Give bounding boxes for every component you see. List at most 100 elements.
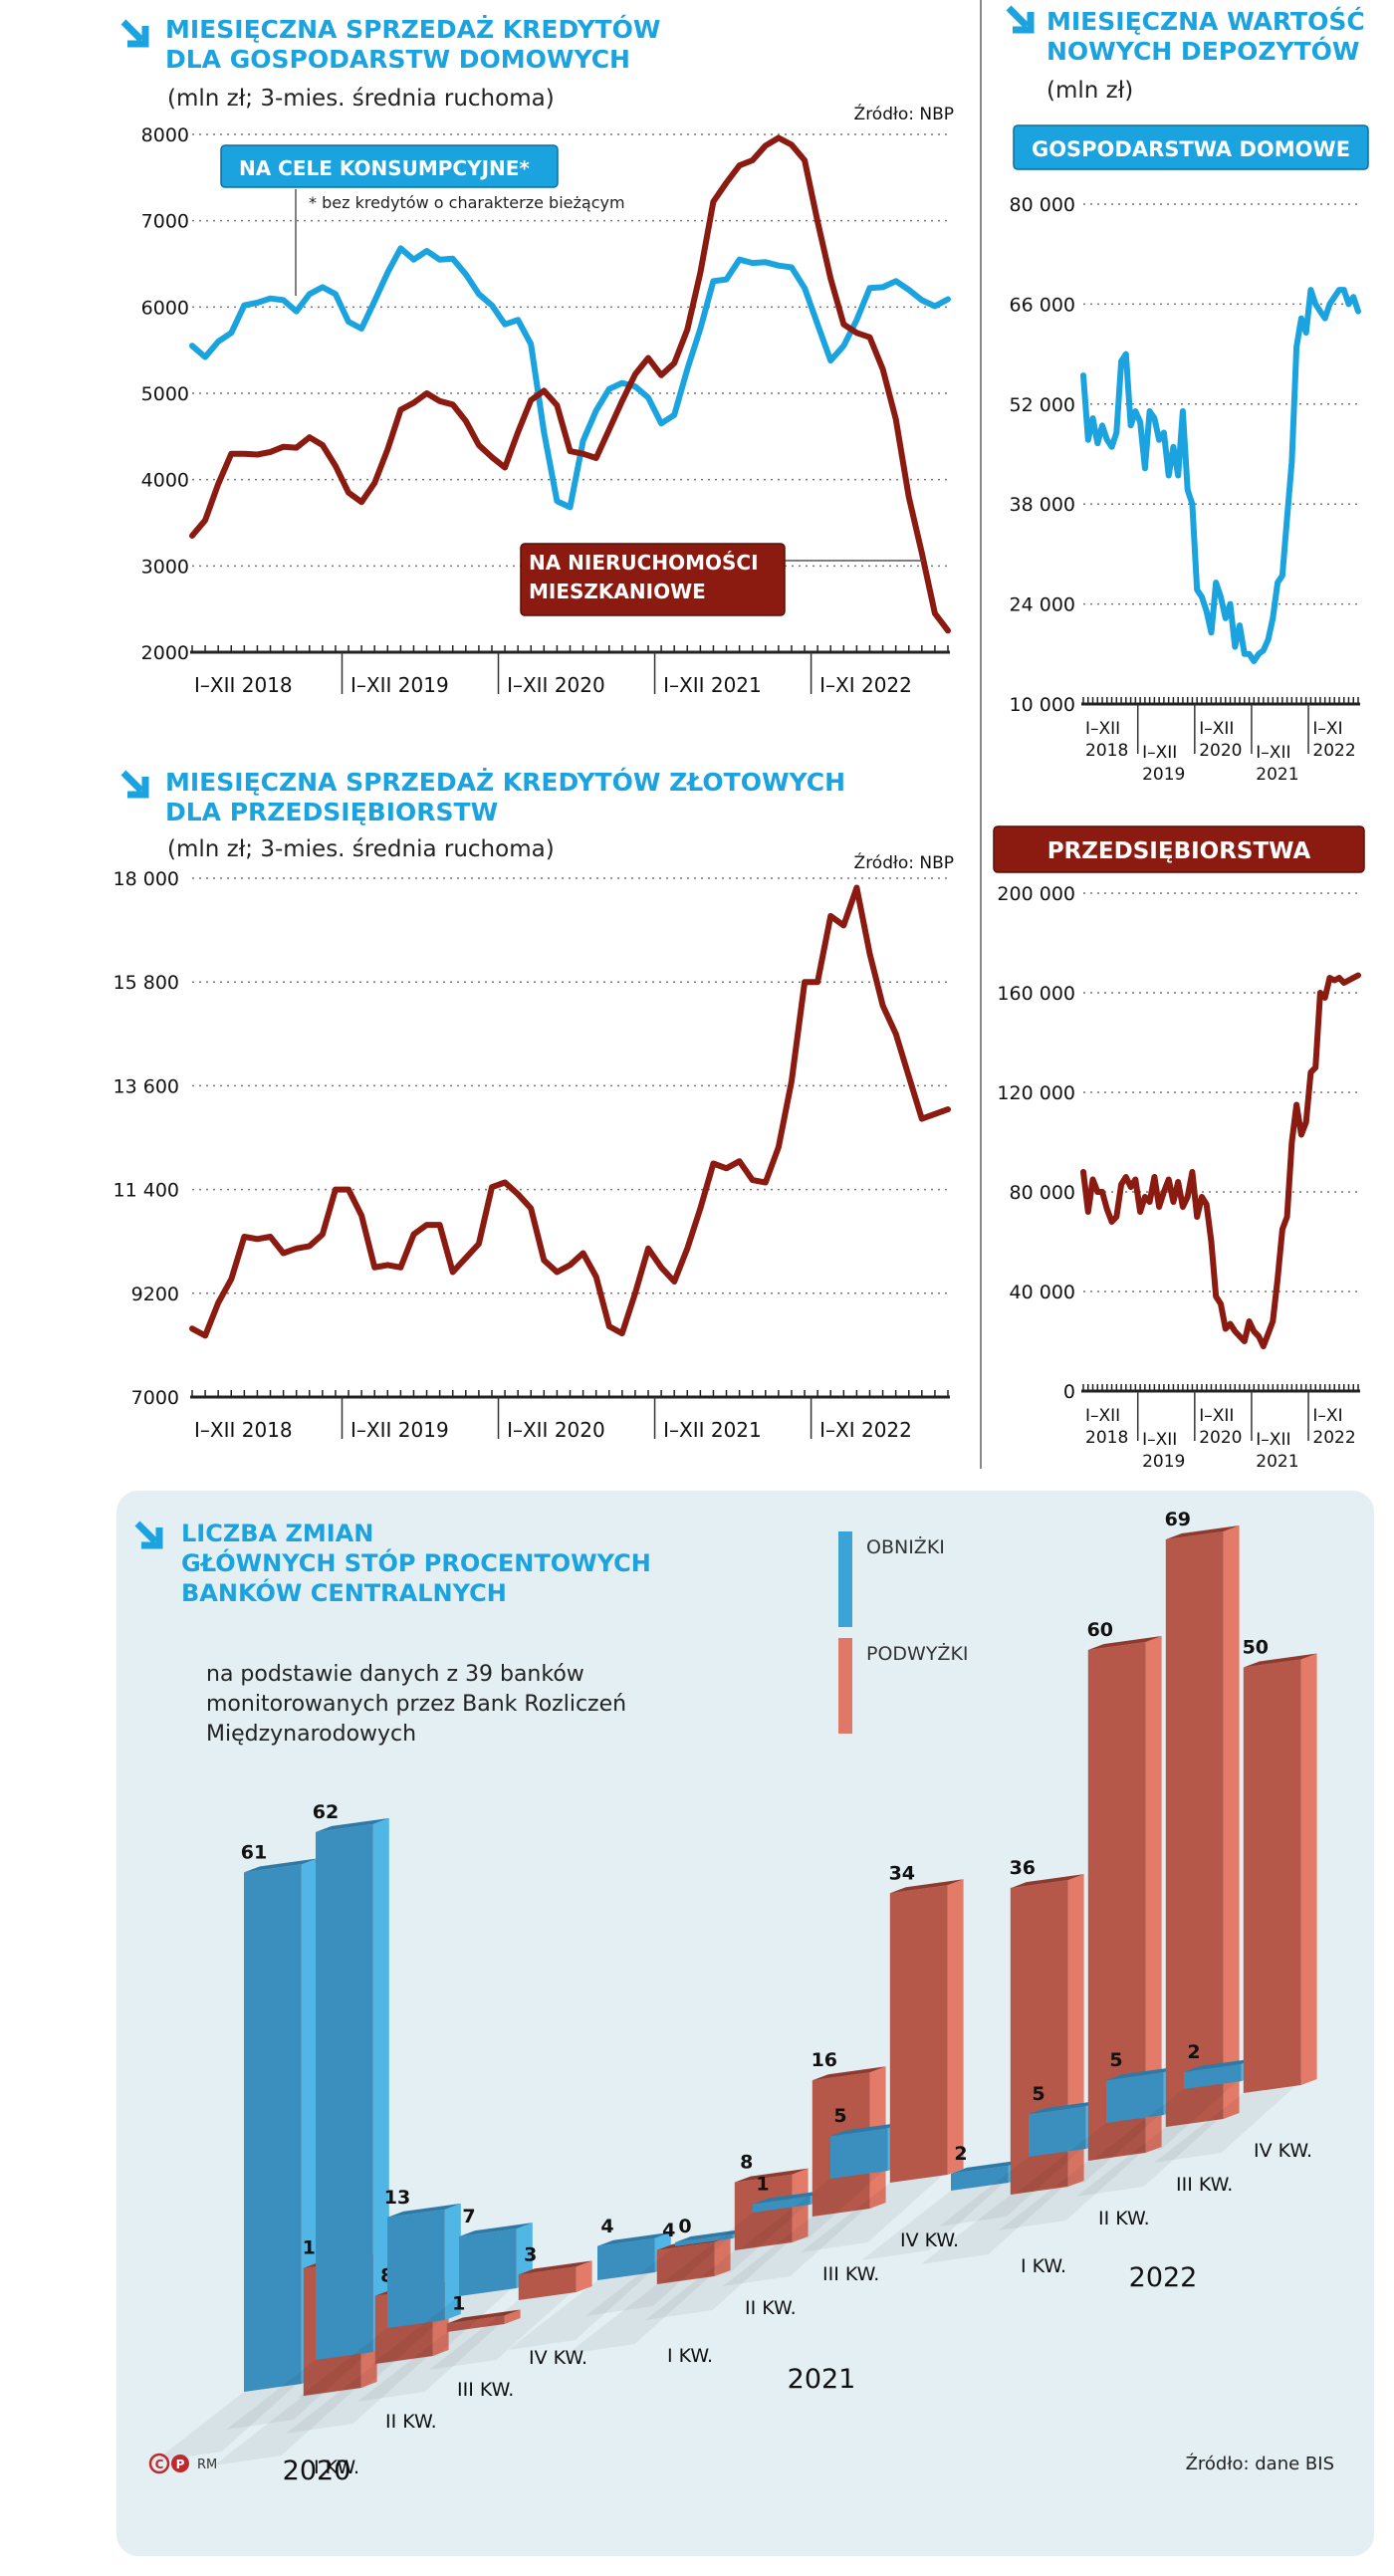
quarter-label: IV KW.	[1254, 2140, 1312, 2162]
household-deposits-chart: MIESIĘCZNA WARTOŚĆ NOWYCH DEPOZYTÓW (mln…	[1006, 5, 1369, 785]
bar-cuts-2021-q2-top	[675, 2228, 749, 2242]
household_deposits-ytick-label: 10 000	[1010, 694, 1075, 716]
bar-hikes-2022-q2-top	[1087, 1635, 1162, 1650]
bar-hikes-2022-q4-top	[1243, 1653, 1317, 1668]
bar-hikes-2022-q4-shadow	[1153, 2081, 1301, 2163]
bar-cuts-2022-q1-front	[951, 2165, 1009, 2191]
quarter-label: IV KW.	[529, 2347, 587, 2369]
bar-hikes-2021-q1-front	[656, 2241, 715, 2284]
legend-label-cuts: OBNIŻKI	[866, 1535, 945, 1558]
bar-hikes-2022-q1-top	[1010, 1874, 1084, 1889]
corporate-deposits-panel-label: PRZEDSIĘBIORSTWA	[1047, 838, 1311, 864]
corporate-subtitle: (mln zł; 3-mies. średnia ruchoma)	[167, 836, 555, 862]
household_deposits-ytick-label: 24 000	[1010, 594, 1075, 616]
value-label-hikes: 8	[740, 2152, 753, 2174]
bar-cuts-2022-q2-front	[1029, 2106, 1086, 2157]
bar-hikes-2021-q4-front	[889, 1885, 948, 2183]
bar-hikes-2022-q2	[998, 1635, 1162, 2230]
svg-text:C: C	[155, 2458, 164, 2471]
bar-cuts-2021-q2-shadow	[585, 2234, 733, 2316]
year-label: 2022	[1129, 2262, 1198, 2293]
deposits-title-line2: NOWYCH DEPOZYTÓW	[1046, 36, 1359, 66]
bar-cuts-2021-q1-shadow	[508, 2268, 655, 2350]
household_deposits-xlabel: I–XII 2020	[1199, 719, 1242, 761]
consumer-footnote: * bez kredytów o charakterze bieżącym	[309, 193, 625, 212]
deposits-arrow-icon	[1006, 5, 1035, 34]
quarter-label: II KW.	[1098, 2208, 1150, 2229]
bar-cuts-2020-q2-front	[316, 1823, 373, 2360]
bar-cuts-2021-q3-front	[753, 2196, 811, 2213]
value-label-hikes: 1	[452, 2292, 465, 2314]
bar-hikes-2020-q4	[428, 2260, 592, 2370]
bar-cuts-2022-q3-top	[1106, 2066, 1180, 2081]
bar-cuts-2020-q1-front	[244, 1864, 302, 2392]
corporate_deposits-series-line-0	[1080, 972, 1361, 1349]
bar-hikes-2021-q2	[644, 2168, 809, 2320]
corporate-axis: 18 000 15 800 13 600 11 400 9200 7000 I–XII 20…	[114, 868, 950, 1442]
household_deposits-series-line-0	[1080, 287, 1361, 664]
bar-hikes-2020-q3-shadow	[356, 2320, 505, 2402]
household_deposits-xlabel: I–XII 2021	[1256, 743, 1298, 785]
mortgage-series-label: NA NIERUCHOMOŚCI MIESZKANIOWE	[529, 551, 759, 603]
bar-cuts-2021-q2-front	[675, 2234, 733, 2246]
quarter-label: II KW.	[745, 2297, 797, 2319]
bar-cuts-2022-q4-shadow	[1094, 2077, 1242, 2159]
bar-hikes-2020-q4-top	[518, 2260, 592, 2275]
bar-hikes-2021-q3-top	[812, 2066, 886, 2081]
household-xlabel: I–XII 2021	[663, 673, 762, 697]
bar-hikes-2021-q4	[800, 1879, 964, 2252]
corporate-xlabel: I–XII 2020	[507, 1418, 605, 1442]
bar-cuts-2020-q2-side	[372, 1817, 389, 2352]
legend-swatch-hikes	[838, 1638, 852, 1734]
household-ytick-label: 5000	[141, 383, 189, 405]
corporate-xlabel: I–XII 2019	[350, 1418, 449, 1442]
household_deposits-xlabel: I–XII 2019	[1142, 743, 1185, 785]
corporate-xlabel: I–XI 2022	[819, 1418, 912, 1442]
bar-hikes-2020-q1-shadow	[213, 2384, 361, 2465]
value-label-hikes: 36	[1010, 1857, 1036, 1879]
corporate-loans-chart: MIESIĘCZNA SPRZEDAŻ KREDYTÓW ZŁOTOWYCH D…	[114, 767, 954, 1442]
value-label-hikes: 69	[1165, 1509, 1191, 1530]
quarter-label: I KW.	[667, 2345, 713, 2367]
consumer-label-box	[220, 144, 559, 188]
value-label-hikes: 16	[812, 2049, 837, 2071]
bar-cuts-2020-q3-top	[387, 2203, 461, 2218]
corporate-ytick-label: 11 400	[114, 1180, 179, 1202]
bar-hikes-2021-q1-side	[714, 2235, 731, 2276]
bar-hikes-2021-q1-shadow	[567, 2272, 715, 2354]
household_deposits-ytick-label: 38 000	[1010, 494, 1075, 516]
value-label-hikes: 3	[524, 2243, 537, 2265]
bar-cuts-2022-q1-shadow	[861, 2179, 1009, 2260]
household-deposits-panel-label: GOSPODARSTWA DOMOWE	[1032, 137, 1350, 161]
household-deposits-lines	[1080, 287, 1361, 664]
bar-hikes-2022-q3-shadow	[1075, 2115, 1224, 2197]
value-label-cuts: 4	[600, 2216, 613, 2237]
rate-title-line3: BANKÓW CENTRALNYCH	[181, 1577, 507, 1607]
quarter-label: II KW.	[385, 2411, 437, 2433]
value-label-cuts: 5	[1032, 2083, 1045, 2105]
bar-hikes-2021-q2-front	[734, 2174, 793, 2250]
bar-hikes-2022-q3	[1075, 1525, 1240, 2197]
copyright-logo: C P	[148, 2453, 189, 2474]
rate-note-line2: monitorowanych przez Bank Rozliczeń	[206, 1692, 626, 1717]
household-xlabel: I–XI 2022	[819, 673, 912, 697]
corporate_deposits-ytick-label: 40 000	[1010, 1282, 1075, 1303]
household-xlabel: I–XII 2019	[350, 673, 449, 697]
rate-changes-chart: LICZBA ZMIAN GŁÓWNYCH STÓP PROCENTOWYCH …	[116, 1491, 1374, 2556]
value-label-cuts: 61	[241, 1841, 267, 1863]
bar-cuts-2020-q4	[369, 2223, 533, 2366]
corporate-xlabel: I–XII 2021	[663, 1418, 762, 1442]
bar-hikes-2020-q4-shadow	[428, 2288, 577, 2370]
bar-cuts-2022-q4-top	[1184, 2057, 1258, 2072]
rate-arrow-icon	[134, 1521, 163, 1549]
consumer-series-label: NA CELE KONSUMPCYJNE*	[239, 156, 530, 180]
corporate_deposits-xlabel: I–XI 2022	[1312, 1406, 1355, 1448]
quarter-label: III KW.	[457, 2379, 514, 2401]
bar-cuts-2020-q1	[154, 1858, 318, 2461]
bar-cuts-2022-q4-front	[1184, 2063, 1242, 2089]
bar-hikes-2020-q4-front	[518, 2266, 577, 2300]
household-ytick-label: 2000	[141, 642, 189, 664]
household-ytick-label: 3000	[141, 556, 189, 578]
